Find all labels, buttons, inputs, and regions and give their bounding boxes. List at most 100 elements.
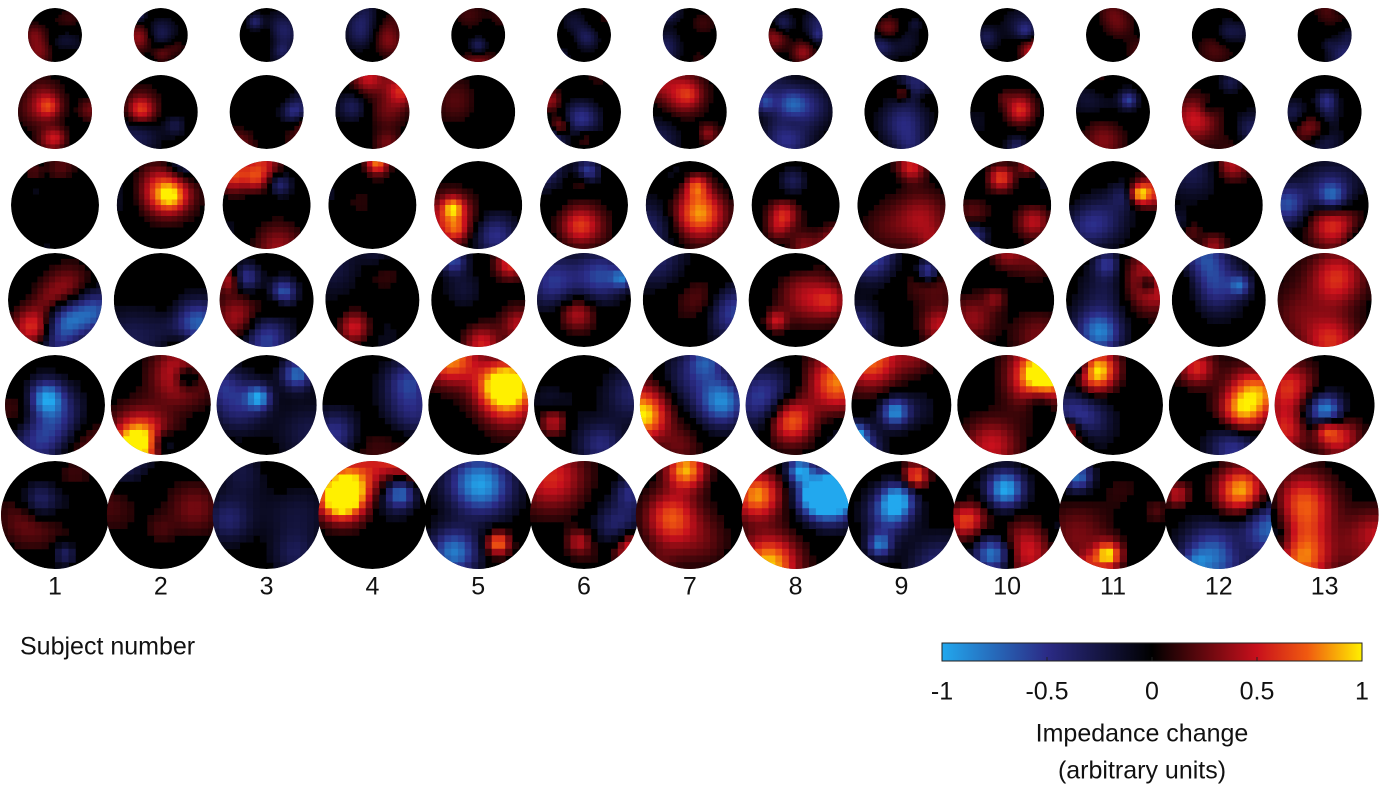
- pixel: [142, 393, 149, 400]
- pixel: [485, 495, 492, 502]
- pixel: [555, 277, 561, 283]
- pixel: [372, 75, 377, 80]
- pixel: [440, 189, 446, 195]
- pixel: [155, 405, 162, 412]
- pixel: [577, 32, 581, 36]
- pixel: [61, 161, 67, 167]
- pixel: [434, 374, 441, 381]
- pixel: [79, 277, 85, 283]
- pixel: [471, 42, 475, 46]
- pixel: [285, 386, 292, 393]
- pixel: [261, 318, 267, 324]
- pixel: [141, 38, 145, 42]
- pixel: [188, 522, 195, 529]
- pixel: [613, 259, 619, 265]
- pixel: [28, 28, 32, 32]
- pixel: [391, 121, 396, 126]
- pixel: [467, 200, 473, 206]
- pixel: [248, 393, 255, 400]
- pixel: [522, 399, 529, 406]
- pixel: [285, 368, 292, 375]
- pixel: [363, 75, 368, 80]
- pixel: [703, 28, 707, 32]
- pixel: [27, 98, 32, 103]
- pixel: [62, 22, 66, 26]
- pixel: [49, 294, 55, 300]
- pixel: [223, 189, 229, 195]
- pixel: [574, 35, 578, 39]
- pixel: [107, 495, 114, 502]
- pixel: [30, 449, 37, 456]
- pixel: [61, 399, 68, 406]
- pixel: [152, 103, 157, 108]
- pixel: [142, 84, 147, 89]
- pixel: [349, 35, 353, 39]
- pixel: [190, 312, 196, 318]
- pixel: [142, 449, 149, 456]
- pixel: [223, 424, 230, 431]
- pixel: [272, 324, 278, 330]
- pixel: [606, 211, 612, 217]
- pixel: [503, 405, 510, 412]
- pixel: [386, 107, 391, 112]
- pixel: [226, 529, 233, 536]
- pixel: [556, 89, 561, 94]
- pixel: [440, 194, 446, 200]
- pixel: [561, 140, 566, 145]
- pixel: [246, 508, 253, 515]
- pixel: [290, 107, 295, 112]
- pixel: [550, 475, 557, 482]
- pixel: [141, 15, 145, 19]
- pixel: [472, 393, 479, 400]
- pixel: [456, 233, 462, 239]
- pixel: [465, 468, 472, 475]
- pixel: [537, 515, 544, 522]
- pixel: [376, 45, 380, 49]
- pixel: [441, 374, 448, 381]
- pixel: [38, 28, 42, 32]
- pixel: [557, 233, 563, 239]
- pixel: [339, 468, 346, 475]
- pixel: [195, 481, 202, 488]
- pixel: [202, 318, 208, 324]
- pixel: [511, 233, 517, 239]
- pixel: [502, 306, 508, 312]
- pixel: [61, 418, 68, 425]
- pixel: [31, 52, 35, 56]
- pixel: [20, 312, 26, 318]
- pixel: [49, 424, 56, 431]
- pixel: [570, 112, 575, 117]
- pixel: [484, 393, 491, 400]
- pixel: [141, 35, 145, 39]
- pixel: [571, 542, 578, 549]
- pixel: [478, 15, 482, 19]
- pixel: [280, 52, 284, 56]
- pixel: [175, 131, 180, 136]
- pixel: [349, 15, 353, 19]
- pixel: [171, 45, 175, 49]
- pixel: [31, 28, 35, 32]
- pixel: [267, 405, 274, 412]
- pixel: [550, 468, 557, 475]
- pixel: [707, 28, 711, 32]
- pixel: [478, 411, 485, 418]
- pixel: [703, 15, 707, 19]
- pixel: [84, 294, 90, 300]
- pixel: [144, 183, 150, 189]
- pixel: [166, 200, 172, 206]
- pixel: [345, 112, 350, 117]
- pixel: [516, 386, 523, 393]
- pixel: [14, 312, 20, 318]
- pixel: [78, 112, 83, 117]
- pixel: [304, 405, 311, 412]
- pixel: [49, 265, 55, 271]
- pixel: [574, 25, 578, 29]
- pixel: [339, 529, 346, 536]
- pixel: [606, 233, 612, 239]
- pixel: [598, 126, 603, 131]
- pixel: [496, 324, 502, 330]
- pixel: [549, 259, 555, 265]
- pixel: [331, 265, 337, 271]
- pixel: [690, 238, 696, 244]
- pixel: [8, 502, 15, 509]
